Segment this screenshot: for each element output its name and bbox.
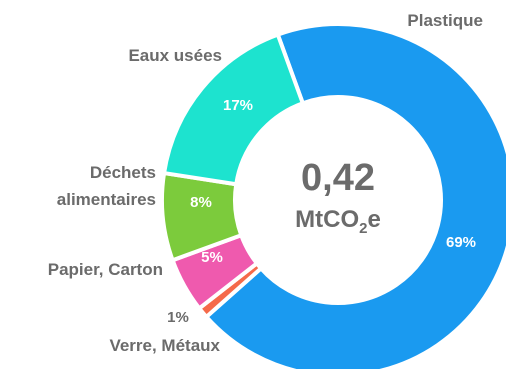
pct-label-dechets: 8% <box>190 194 212 211</box>
pct-label-plastique: 69% <box>446 234 476 251</box>
pct-label-papier: 5% <box>201 249 223 266</box>
center-total-unit: MtCO2e <box>295 206 381 237</box>
pct-label-verre: 1% <box>167 309 189 326</box>
center-total-value: 0,42 <box>301 157 375 199</box>
category-label-plastique: Plastique <box>407 11 483 30</box>
category-label-papier: Papier, Carton <box>48 260 163 279</box>
category-label-dechets-line2: alimentaires <box>57 190 156 209</box>
category-label-eaux: Eaux usées <box>128 46 222 65</box>
slice-eaux <box>162 32 305 187</box>
unit-suffix: e <box>367 206 380 233</box>
category-label-verre: Verre, Métaux <box>109 336 220 355</box>
unit-subscript: 2 <box>359 220 367 237</box>
slice-plastique <box>204 22 506 369</box>
unit-prefix: MtCO <box>295 206 359 233</box>
category-label-dechets-line1: Déchets <box>90 163 156 182</box>
pct-label-eaux: 17% <box>223 97 253 114</box>
donut-slices <box>160 22 506 369</box>
